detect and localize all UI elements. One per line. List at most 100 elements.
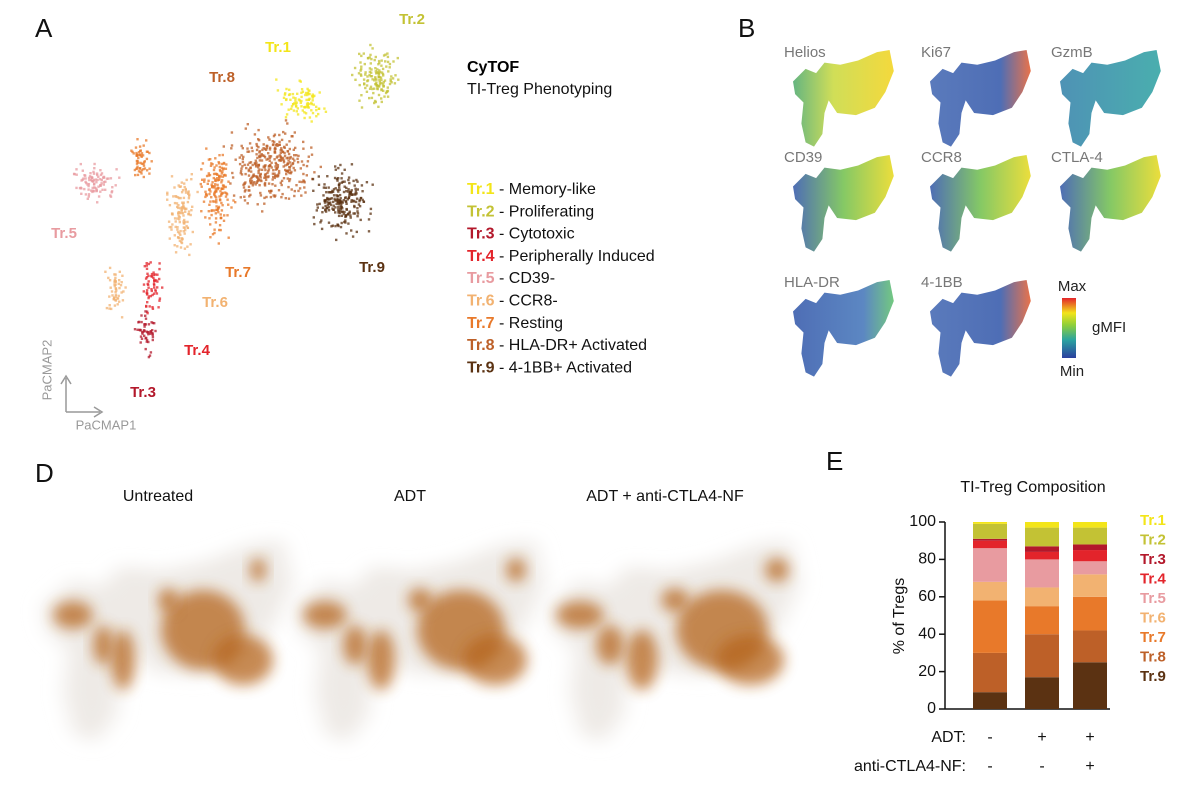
cell-dot xyxy=(318,202,321,206)
cell-dot xyxy=(368,56,371,59)
cell-dot xyxy=(180,209,183,213)
cell-dot xyxy=(217,205,221,209)
cell-dot xyxy=(219,194,223,197)
cell-dot xyxy=(93,182,96,186)
cell-dot xyxy=(145,338,149,342)
cell-dot xyxy=(182,214,185,217)
cell-dot xyxy=(137,156,140,160)
cell-dot xyxy=(358,99,361,102)
cell-dot xyxy=(300,180,304,184)
cell-dot xyxy=(121,299,125,302)
bar-segment xyxy=(973,540,1007,549)
cell-dot xyxy=(264,178,268,181)
cell-dot xyxy=(209,223,212,226)
cell-dot xyxy=(152,273,156,276)
cell-dot xyxy=(387,70,390,73)
cell-dot xyxy=(294,97,297,100)
cell-dot xyxy=(355,197,359,200)
marker-label: GzmB xyxy=(1051,44,1093,61)
cell-dot xyxy=(257,145,260,149)
cell-dot xyxy=(323,183,326,186)
cell-dot xyxy=(153,278,156,282)
cell-dot xyxy=(332,194,336,197)
panel-label: B xyxy=(738,13,755,43)
bar-segment xyxy=(1073,522,1107,528)
cell-dot xyxy=(136,173,140,177)
cell-dot xyxy=(102,180,106,184)
cell-dot xyxy=(365,181,369,184)
cell-dot xyxy=(289,98,292,101)
cell-dot xyxy=(373,58,376,62)
cell-dot xyxy=(119,284,123,287)
cell-dot xyxy=(332,188,336,191)
cell-dot xyxy=(185,178,188,182)
cell-dot xyxy=(327,191,331,194)
cell-dot xyxy=(281,158,284,161)
cell-dot xyxy=(371,47,374,50)
cell-dot xyxy=(265,158,268,161)
cell-dot xyxy=(142,330,145,333)
cell-dot xyxy=(102,183,105,186)
cell-dot xyxy=(337,208,340,211)
cell-dot xyxy=(87,188,90,191)
cell-dot xyxy=(186,226,190,229)
cell-dot xyxy=(335,238,338,242)
cell-dot xyxy=(93,162,96,166)
cell-dot xyxy=(219,199,222,202)
cell-dot xyxy=(293,159,296,162)
density-blob xyxy=(408,588,432,612)
cell-dot xyxy=(327,206,330,209)
cell-dot xyxy=(279,156,282,159)
cell-dot xyxy=(185,224,188,228)
cell-dot xyxy=(208,217,211,220)
cell-dot xyxy=(177,211,180,214)
cell-dot xyxy=(92,190,96,193)
cell-dot xyxy=(371,183,374,186)
cell-dot xyxy=(330,197,333,200)
cell-dot xyxy=(320,227,324,231)
cell-dot xyxy=(303,186,306,189)
cell-dot xyxy=(283,154,287,158)
cell-dot xyxy=(296,113,300,116)
cell-dot xyxy=(183,185,186,189)
cell-dot xyxy=(156,286,159,289)
cell-dot xyxy=(218,178,221,181)
cell-dot xyxy=(300,105,303,108)
cell-dot xyxy=(201,178,204,181)
cell-dot xyxy=(285,143,288,146)
cell-dot xyxy=(350,189,353,192)
cell-dot xyxy=(208,192,211,196)
cell-dot xyxy=(341,180,344,183)
legend-key: Tr.1 xyxy=(467,181,495,198)
cell-dot xyxy=(104,188,107,191)
cell-dot xyxy=(306,91,309,95)
cell-dot xyxy=(311,93,314,96)
cell-dot xyxy=(345,186,348,190)
cell-dot xyxy=(215,199,218,202)
cell-dot xyxy=(282,177,286,180)
cell-dot xyxy=(339,206,342,209)
cell-dot xyxy=(306,160,310,163)
cell-dot xyxy=(377,93,381,97)
cell-dot xyxy=(361,198,364,202)
cell-dot xyxy=(282,161,286,164)
cell-dot xyxy=(134,146,138,149)
cell-dot xyxy=(221,153,224,157)
cell-dot xyxy=(184,210,187,213)
cell-dot xyxy=(209,236,212,239)
cell-dot xyxy=(108,295,111,298)
cell-dot xyxy=(140,320,143,324)
cell-dot xyxy=(239,169,243,173)
cell-dot xyxy=(374,77,377,80)
cell-dot xyxy=(254,159,257,162)
cell-dot xyxy=(186,220,189,224)
cell-dot xyxy=(83,174,86,177)
cell-dot xyxy=(374,76,377,79)
cell-dot xyxy=(266,171,269,175)
cell-dot xyxy=(302,163,305,167)
cell-dot xyxy=(150,272,154,276)
cell-dot xyxy=(218,165,221,169)
cell-dot xyxy=(288,88,291,91)
cell-dot xyxy=(182,202,185,206)
cell-dot xyxy=(348,190,352,194)
